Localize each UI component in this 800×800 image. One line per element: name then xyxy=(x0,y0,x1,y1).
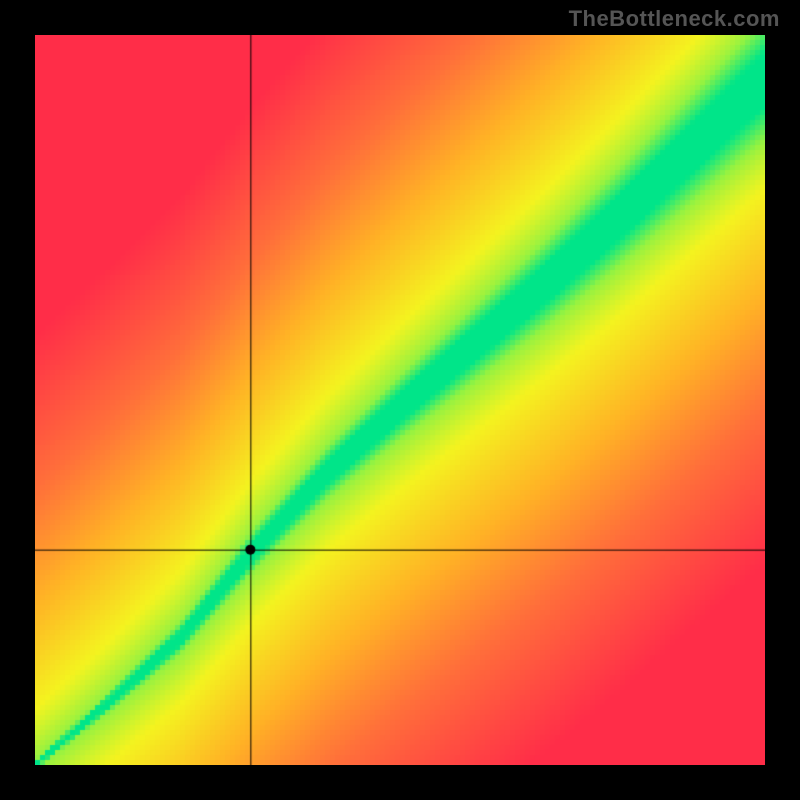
watermark-text: TheBottleneck.com xyxy=(569,6,780,32)
chart-container: TheBottleneck.com xyxy=(0,0,800,800)
bottleneck-heatmap xyxy=(35,35,765,765)
